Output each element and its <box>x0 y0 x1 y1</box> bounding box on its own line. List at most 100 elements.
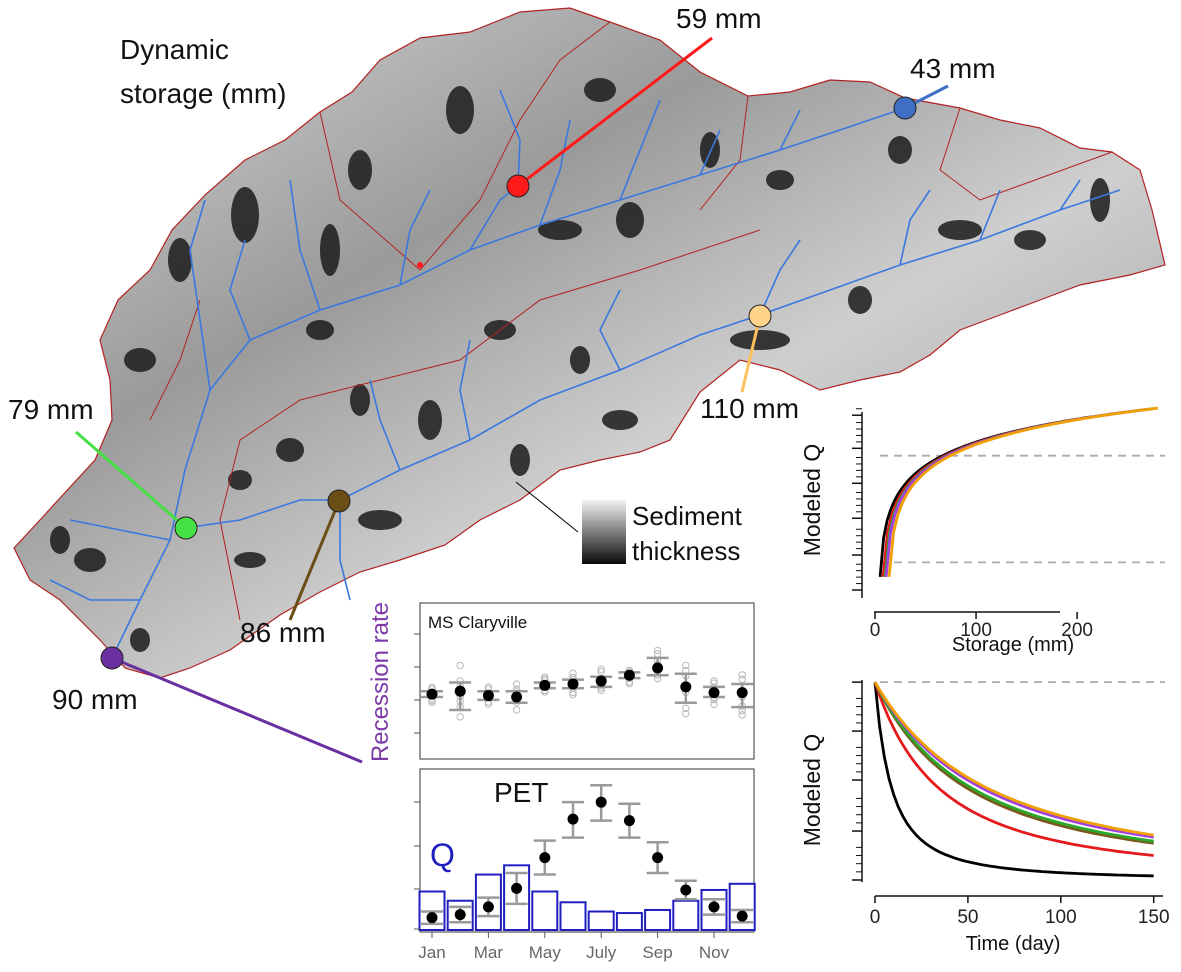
site-43-marker <box>893 96 917 120</box>
site-110-leader <box>740 315 762 393</box>
time-curve-3 <box>873 681 1154 843</box>
time-xtick-label-1: 50 <box>957 907 978 928</box>
recession-ylabel: Recession rate <box>367 602 394 762</box>
map-title-line2: storage (mm) <box>120 78 286 109</box>
recession-point-Jul <box>597 665 605 674</box>
recession-mean-Oct <box>680 681 692 693</box>
time-xtick-label-0: 0 <box>870 907 881 928</box>
pet-mean-7 <box>595 796 607 808</box>
site-43: 43 mm <box>893 53 996 120</box>
recession-point-Oct <box>682 704 690 713</box>
recession-point-Oct <box>682 661 690 670</box>
sediment-legend-swatch <box>582 500 626 564</box>
storage-curve-3 <box>884 407 1151 577</box>
recession-title: MS Claryville <box>428 613 527 632</box>
time-curve-0 <box>873 681 1154 878</box>
outlet-marker <box>417 262 423 268</box>
storage-xtick-label-1: 100 <box>960 620 992 641</box>
pet-mean-9 <box>652 852 664 864</box>
storage-xtick-label-2: 200 <box>1061 620 1093 641</box>
q-pet-xtick-label-1: Mar <box>474 943 504 962</box>
recession-mean-Jul <box>595 675 607 687</box>
time-yticks <box>852 681 862 881</box>
pet-mean-3 <box>482 901 494 913</box>
q-pet-xtick-label-5: Nov <box>699 943 730 962</box>
q-bar-8 <box>615 912 643 931</box>
recession-mean-Aug <box>623 669 635 681</box>
recession-mean-Sep <box>652 662 664 674</box>
storage-curve-4 <box>887 406 1159 577</box>
time-ylabel: Modeled Q <box>799 734 825 847</box>
storage-curve-2 <box>883 407 1155 577</box>
sediment-legend-pointer <box>515 481 579 533</box>
site-90-label: 90 mm <box>52 684 138 715</box>
pet-mean-5 <box>539 852 551 864</box>
storage-yticks <box>852 408 862 591</box>
time-xticks: 0 50 100 150 <box>870 896 1170 928</box>
q-bar-7 <box>587 910 615 932</box>
time-curve-2 <box>873 681 1154 845</box>
site-86: 86 mm <box>240 489 351 648</box>
recession-mean-Nov <box>708 687 720 699</box>
pet-mean-2 <box>454 909 466 921</box>
site-90-marker <box>100 646 124 670</box>
recession-mean-Feb <box>454 685 466 697</box>
recession-point-Nov <box>710 677 718 685</box>
pet-mean-1 <box>426 912 438 924</box>
pet-mean-4 <box>511 882 523 894</box>
storage-ylabel: Modeled Q <box>799 444 825 557</box>
site-110-marker <box>748 304 772 328</box>
recession-frame <box>419 602 755 760</box>
site-110: 110 mm <box>700 304 799 424</box>
time-xtick-label-2: 100 <box>1045 907 1077 928</box>
q-pet-xtick-label-3: July <box>586 943 617 962</box>
recession-point-Sep <box>653 646 662 655</box>
recession-point-Feb <box>456 661 464 670</box>
site-86-leader <box>288 500 341 621</box>
recession-point-Dec <box>738 671 746 679</box>
q-bar-9 <box>644 908 672 931</box>
recession-mean-Jun <box>567 678 579 690</box>
q-pet-xtick-label-4: Sep <box>642 943 672 962</box>
sediment-legend-line1: Sediment <box>632 501 743 531</box>
site-79-marker <box>174 516 198 540</box>
recession-point-Jul <box>597 667 605 676</box>
storage-panel: 0 100 200 Storage (mm) Modeled Q <box>799 406 1165 656</box>
watershed-map: Dynamic storage (mm) Sediment thickness … <box>8 3 1166 764</box>
recession-point-Dec <box>738 675 746 684</box>
recession-point-Oct <box>682 709 690 718</box>
q-series-label: Q <box>430 837 455 873</box>
subbasin-boundaries <box>149 21 1113 621</box>
site-79-leader <box>75 430 187 530</box>
pet-series-label: PET <box>494 777 548 808</box>
recession-point-Apr <box>512 706 521 714</box>
q-bar-10 <box>672 899 700 931</box>
recession-yticks <box>414 633 420 734</box>
pet-mean-6 <box>567 813 579 825</box>
site-90-leader <box>111 656 363 764</box>
site-59: 59 mm <box>506 3 762 198</box>
q-bar-11 <box>700 888 728 932</box>
storage-curve-1 <box>881 408 1146 578</box>
sediment-patches <box>50 78 1110 652</box>
recession-point-Nov <box>710 700 718 709</box>
q-pet-yticks <box>414 801 420 930</box>
site-59-marker <box>506 174 530 198</box>
time-panel: 0 50 100 150 Time (day) Modeled Q <box>799 680 1170 955</box>
q-pet-xtick-label-2: May <box>529 943 562 962</box>
sediment-legend-line2: thickness <box>632 536 740 566</box>
recession-means <box>426 662 748 703</box>
recession-mean-Dec <box>736 687 748 699</box>
time-curve-5 <box>873 681 1154 837</box>
recession-point-Dec <box>738 711 746 719</box>
recession-point-Jun <box>569 690 577 699</box>
recession-mean-May <box>539 679 551 691</box>
storage-reference-lines <box>880 454 1165 564</box>
site-59-label: 59 mm <box>676 3 762 34</box>
site-79-label: 79 mm <box>8 394 94 425</box>
map-title-line1: Dynamic <box>120 34 229 65</box>
time-xtick-label-3: 150 <box>1138 907 1170 928</box>
recession-mean-Mar <box>482 690 494 702</box>
storage-xticks: 0 100 200 <box>870 612 1093 641</box>
